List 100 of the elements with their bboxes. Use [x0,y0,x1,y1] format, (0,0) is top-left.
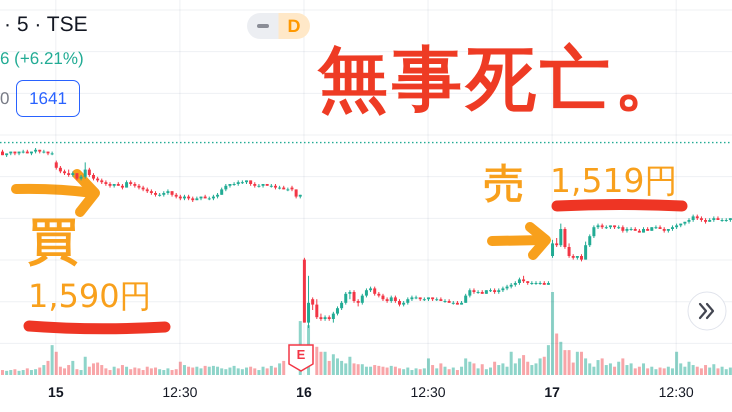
x-tick-label: 12:30 [410,384,446,400]
bar [613,366,616,375]
bar [137,368,140,375]
bar [328,360,331,375]
bar [282,360,286,375]
bar [332,354,335,375]
bar [410,370,414,375]
x-tick-label: 17 [544,384,560,400]
bar [356,364,360,375]
bar [26,368,29,375]
bar [472,363,476,375]
bar [542,356,546,375]
bar [88,366,91,375]
bar [501,363,504,375]
candlestick [84,162,87,180]
candlestick [373,286,376,296]
bar [348,356,352,375]
bar [522,355,526,375]
candlestick [464,293,468,304]
bar [696,366,699,375]
bar [530,365,534,375]
bar [439,363,442,375]
bar [444,366,447,375]
bar [100,365,104,375]
candlestick [364,288,368,298]
bar [364,366,368,375]
x-tick-label: 12:30 [658,384,694,400]
bar [642,363,646,375]
candlestick [568,242,571,258]
bar [38,368,42,375]
bar [92,363,95,375]
bar [96,362,100,375]
bar [142,370,145,375]
bar [538,358,542,375]
bar [108,370,112,375]
bar [22,370,25,375]
bar [708,368,712,375]
bar [232,366,236,375]
bar [576,352,579,375]
text: 無事死亡。 [318,38,688,120]
bar [712,364,716,375]
bar [402,369,406,375]
bar [646,368,650,375]
bar [452,368,455,375]
bar [278,363,282,375]
bar [200,368,203,375]
annotation: E [296,346,306,363]
bar [162,370,166,375]
candlestick [344,292,348,306]
bar [604,365,608,375]
candlestick [563,226,566,250]
bar [456,370,459,375]
bar [352,363,356,375]
bar [563,350,566,375]
bar [236,368,240,375]
bar [480,364,484,375]
bar [621,358,624,375]
bar [75,369,78,375]
bar [414,368,418,375]
bar [182,365,186,375]
annotation: 1,519円 [550,161,678,200]
candlestick [588,234,592,248]
candlestick [348,290,352,300]
bar [30,370,33,375]
bar [204,366,207,375]
bar [42,365,46,375]
bar [216,366,220,375]
bar [1,370,4,375]
bar [386,368,389,375]
bar [692,365,695,375]
candlestick [584,241,588,260]
bar [158,369,162,375]
bar [448,369,451,375]
bar [104,368,108,375]
candlestick [336,306,339,316]
bar [700,368,703,375]
bar [394,366,397,375]
bar [13,369,16,375]
candlestick [315,298,318,320]
bar [559,342,562,375]
bar [662,368,666,375]
x-tick-label: 16 [296,384,312,400]
bar [617,362,620,375]
bar [435,368,438,375]
bar [728,368,732,375]
text: D [286,15,302,38]
annotation: 売 [484,161,524,207]
candlestick [551,239,554,258]
bar [240,369,244,375]
bar [555,334,558,375]
bar [688,362,691,375]
bar [208,366,211,375]
bar [228,368,232,375]
chart-subtitle: 6 (+6.21%) [0,49,84,68]
bar [84,356,87,375]
candlestick [468,288,472,298]
bar [120,365,124,375]
bar [336,358,339,375]
bar [716,368,720,375]
bar [262,366,265,375]
